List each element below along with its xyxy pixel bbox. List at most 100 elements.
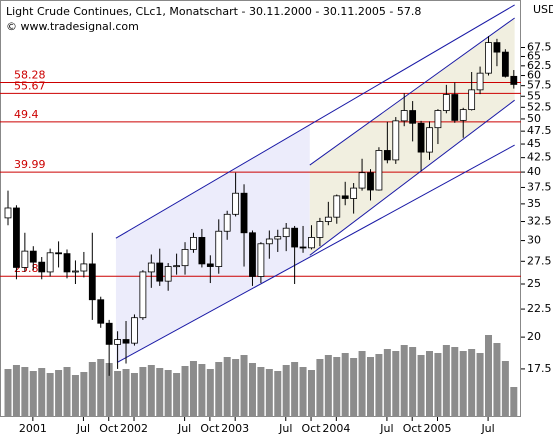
volume-bar: [130, 373, 138, 417]
y-tick-label: 32.5: [527, 215, 552, 228]
volume-bar: [88, 362, 96, 417]
candle-body: [240, 192, 248, 234]
candle-body: [21, 250, 29, 268]
candle-body: [485, 42, 492, 74]
candle-body: [367, 172, 374, 191]
volume-bar: [485, 335, 493, 417]
volume-bar: [97, 359, 105, 417]
x-tick-label: Jul: [278, 422, 292, 435]
volume-bar: [392, 351, 400, 417]
candle-body: [358, 172, 366, 189]
y-tick-label: 25: [527, 277, 541, 290]
y-tick-label: 40: [527, 165, 541, 178]
volume-bar: [21, 367, 29, 417]
x-tick-label: Jul: [480, 422, 494, 435]
y-tick-label: 65: [527, 49, 541, 62]
y-tick-label: 55: [527, 89, 541, 102]
candle-body: [198, 237, 206, 265]
volume-bar: [442, 345, 450, 417]
candle-body: [80, 263, 88, 272]
x-tick-label: Jul: [379, 422, 393, 435]
candle-body: [493, 42, 501, 53]
y-tick-label: 17.5: [527, 362, 552, 375]
volume-bar: [139, 367, 147, 417]
x-tick-label: 2005: [424, 422, 452, 435]
y-tick-label: 62.5: [527, 59, 552, 72]
volume-bar: [189, 361, 197, 417]
volume-bar: [63, 367, 71, 417]
y-tick-label: 20: [527, 330, 541, 343]
y-tick-label: 42.5: [527, 151, 552, 164]
volume-bar: [4, 369, 12, 417]
x-tick-label: Oct: [403, 422, 423, 435]
y-tick-label: 30: [527, 234, 541, 247]
candle-body: [400, 110, 408, 122]
candle-body: [392, 120, 400, 161]
volume-bar: [232, 359, 240, 417]
volume-bar: [215, 362, 223, 417]
candle-body: [13, 207, 20, 268]
candle-body: [417, 122, 425, 153]
candle-body: [459, 109, 467, 121]
volume-bar: [333, 357, 341, 417]
volume-bar: [156, 368, 164, 417]
candle-body: [131, 317, 138, 344]
volume-bar: [468, 349, 476, 417]
volume-bar: [164, 370, 172, 417]
trend-line: [309, 17, 515, 166]
volume-bar: [181, 366, 189, 417]
x-tick-label: Oct: [99, 422, 119, 435]
candle-body: [181, 249, 189, 267]
candle-body: [308, 237, 315, 249]
candle-body: [72, 270, 79, 273]
candle-body: [114, 339, 121, 345]
candle-body: [333, 195, 341, 218]
candle-body: [375, 150, 383, 191]
volume-bar: [409, 347, 417, 417]
x-tick-label: 2004: [322, 422, 350, 435]
volume-bar: [173, 373, 181, 417]
x-tick-label: 2003: [221, 422, 249, 435]
volume-bar: [417, 355, 425, 417]
volume-bar: [55, 370, 63, 417]
candle-body: [223, 213, 231, 232]
volume-bar: [12, 365, 20, 417]
volume-bar: [122, 369, 130, 417]
volume-bar: [80, 372, 88, 417]
candle-body: [147, 262, 155, 273]
volume-bar: [282, 365, 290, 417]
volume-bar: [291, 362, 299, 417]
candle-body: [434, 110, 442, 129]
x-tick-label: 2002: [120, 422, 148, 435]
x-tick-label: Jul: [177, 422, 191, 435]
volume-bar: [451, 347, 459, 417]
x-tick-label: Oct: [302, 422, 322, 435]
trend-line: [309, 99, 515, 256]
volume-bar: [307, 370, 315, 417]
volume-bar: [350, 358, 358, 417]
candle-body: [350, 187, 358, 199]
candle-body: [88, 263, 96, 301]
candle-body: [442, 94, 450, 111]
candle-body: [29, 250, 37, 263]
volume-bar: [366, 357, 374, 417]
candle-body: [97, 299, 105, 324]
y-tick-label: 37.5: [527, 180, 552, 193]
volume-bar: [501, 361, 509, 417]
volume-bar: [198, 364, 206, 417]
volume-bar: [38, 368, 46, 417]
candle-body: [510, 75, 518, 85]
volume-bar: [316, 359, 324, 417]
volume-bar: [510, 387, 518, 417]
x-tick-label: 2001: [19, 422, 47, 435]
volume-bar: [206, 369, 214, 417]
volume-bar: [341, 353, 349, 417]
horizontal-line-label: 58.28: [14, 68, 46, 81]
candle-body: [257, 243, 265, 277]
candle-body: [232, 192, 240, 215]
volume-bar: [459, 351, 467, 417]
candle-body: [206, 263, 214, 267]
volume-bar: [46, 373, 54, 417]
candle-body: [105, 322, 113, 345]
